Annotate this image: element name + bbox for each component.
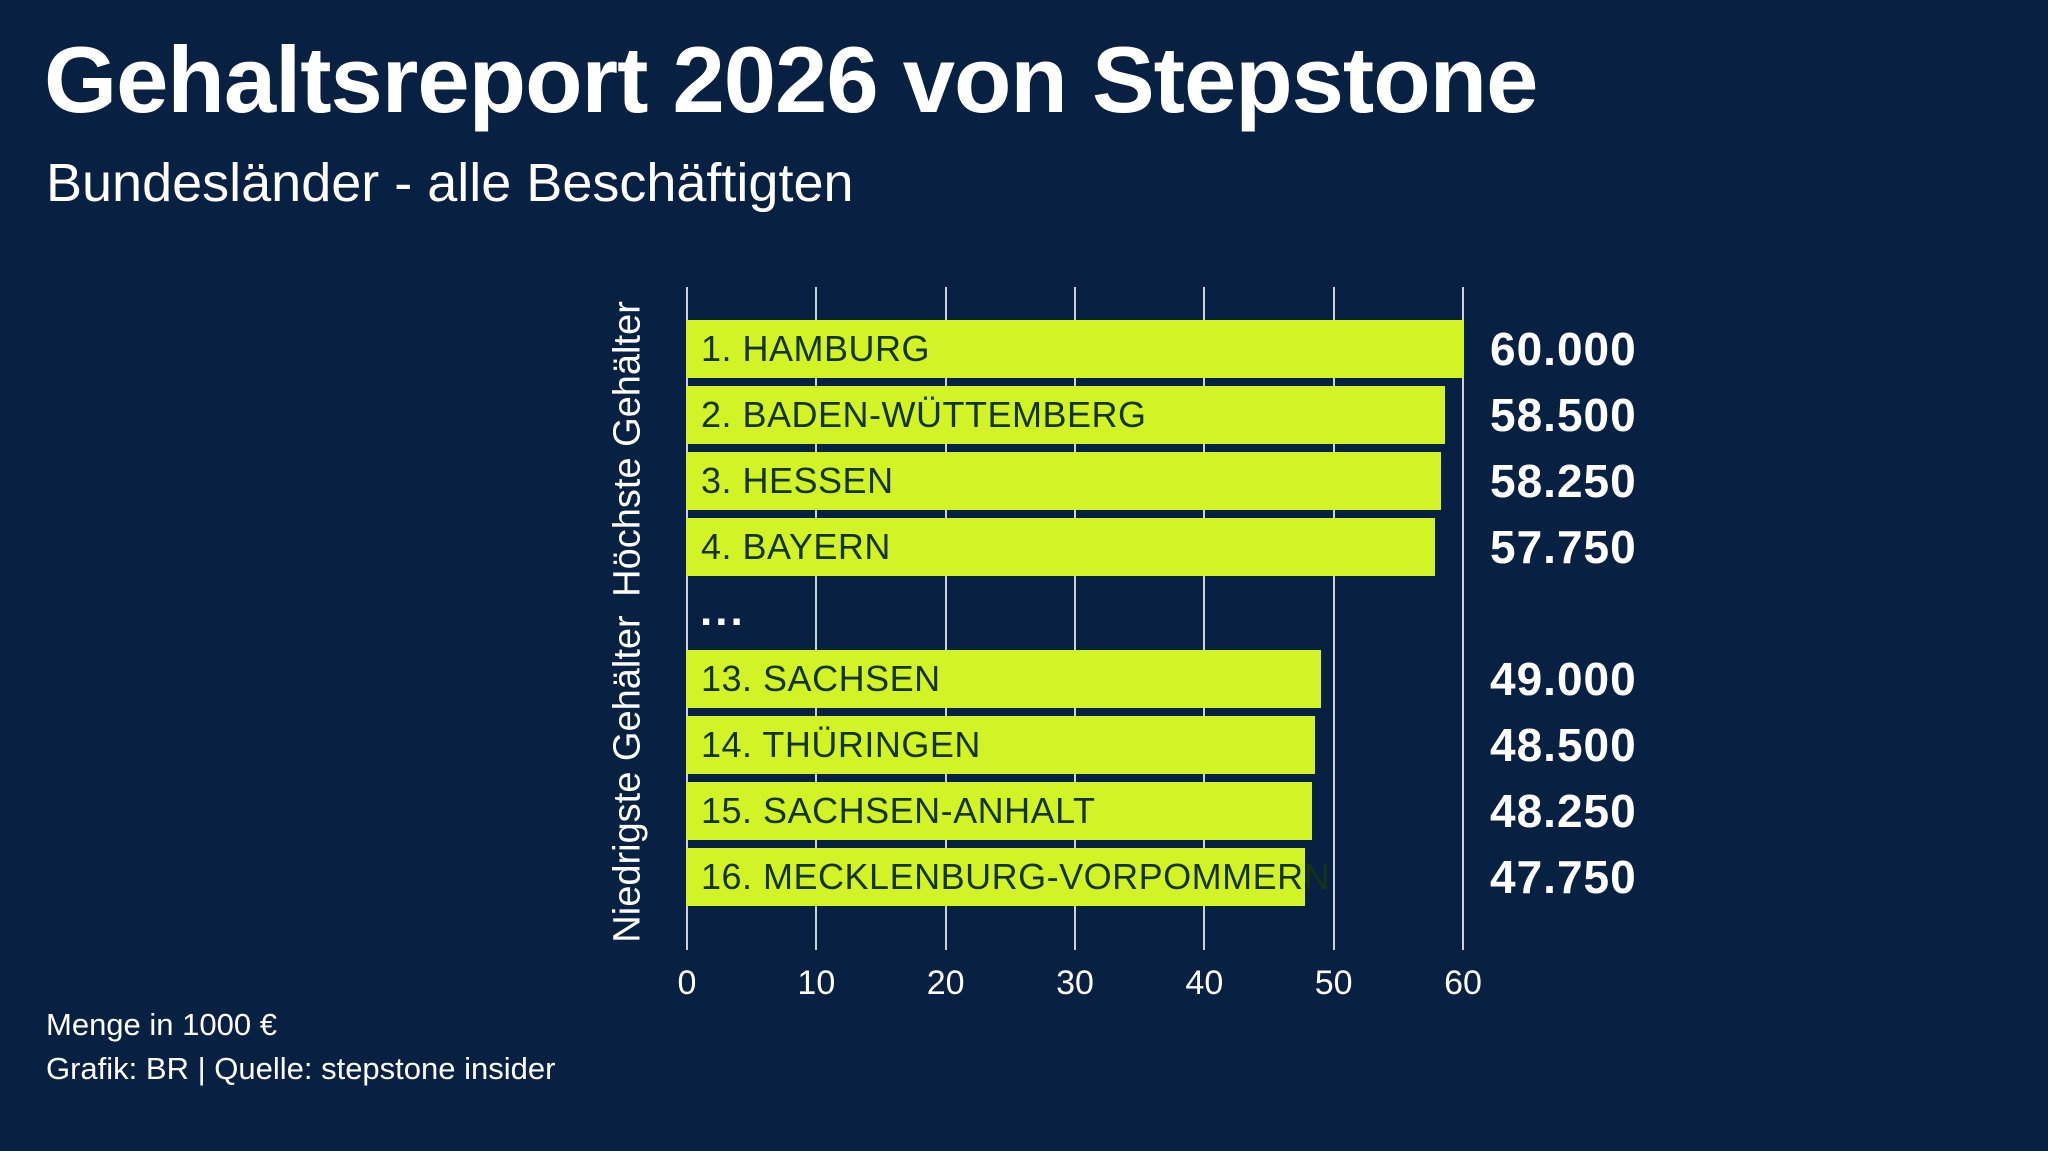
footer-unit-note: Menge in 1000 € [46, 1007, 277, 1042]
bar: 13. SACHSEN [686, 650, 1322, 708]
bar-label: 1. HAMBURG [701, 328, 931, 369]
group-label-hoechste-gehaelter: Höchste Gehälter [606, 301, 649, 597]
value-label: 58.500 [1490, 389, 1637, 441]
value-label: 60.000 [1490, 323, 1637, 375]
bar-label: 16. MECKLENBURG-VORPOMMERN [701, 856, 1331, 897]
bar-label: 3. HESSEN [701, 460, 894, 501]
gridline-x-60 [1462, 287, 1464, 950]
footer-source: Grafik: BR | Quelle: stepstone insider [46, 1051, 556, 1086]
group-label-niedrigste-gehaelter: Niedrigste Gehälter [606, 615, 649, 943]
value-label: 58.250 [1490, 455, 1637, 507]
gridline-x-30 [1074, 287, 1076, 950]
gridline-x-0 [686, 287, 688, 950]
gridline-x-40 [1203, 287, 1206, 950]
x-tick-label-20: 20 [926, 964, 965, 1002]
ellipsis-separator: ... [700, 586, 746, 635]
bar: 16. MECKLENBURG-VORPOMMERN [686, 848, 1330, 906]
bar-label: 2. BADEN-WÜTTEMBERG [701, 394, 1147, 435]
bar-row: 15. SACHSEN-ANHALT 48.250 [686, 782, 1636, 840]
bar: 15. SACHSEN-ANHALT [686, 782, 1312, 840]
page-subtitle: Bundesländer - alle Beschäftigten [46, 153, 854, 213]
bar-rows: 1. HAMBURG 60.000 2. BADEN-WÜTTEMBERG 58.50… [686, 320, 1636, 914]
x-tick-label-50: 50 [1314, 964, 1353, 1002]
bar: 1. HAMBURG [686, 320, 1464, 378]
bar-row: 3. HESSEN 58.250 [686, 452, 1636, 510]
bar-label: 13. SACHSEN [701, 658, 941, 699]
bar: 3. HESSEN [686, 452, 1442, 510]
page-title: Gehaltsreport 2026 von Stepstone [44, 27, 1538, 132]
footer: Menge in 1000 € Grafik: BR | Quelle: ste… [46, 1003, 555, 1091]
bar: 14. THÜRINGEN [686, 716, 1315, 774]
bar-row: 4. BAYERN 57.750 [686, 518, 1636, 576]
bar-label: 14. THÜRINGEN [701, 724, 981, 765]
bar-row: 14. THÜRINGEN 48.500 [686, 716, 1636, 774]
value-label: 47.750 [1490, 851, 1637, 903]
bar-row: 2. BADEN-WÜTTEMBERG 58.500 [686, 386, 1636, 444]
separator-row: ... [686, 584, 1464, 642]
value-label: 57.750 [1490, 521, 1637, 573]
gridline-x-50 [1332, 287, 1335, 950]
bar: 2. BADEN-WÜTTEMBERG [686, 386, 1445, 444]
value-label: 48.250 [1490, 785, 1637, 837]
gridline-x-20 [944, 287, 947, 950]
x-tick-label-30: 30 [1056, 964, 1094, 1002]
x-tick-label-40: 40 [1185, 964, 1224, 1002]
bar-row: 13. SACHSEN 49.000 [686, 650, 1636, 708]
x-tick-label-0: 0 [677, 964, 697, 1002]
x-tick-label-10: 10 [797, 964, 836, 1002]
value-label: 48.500 [1490, 719, 1637, 771]
bar: 4. BAYERN [686, 518, 1435, 576]
x-tick-label-60: 60 [1444, 964, 1482, 1002]
bar-row: 16. MECKLENBURG-VORPOMMERN 47.750 [686, 848, 1636, 906]
plot-area: 0 10 20 30 40 50 60 [678, 287, 1482, 1002]
bar-label: 4. BAYERN [701, 526, 891, 567]
value-label: 49.000 [1490, 653, 1637, 705]
bar-row: 1. HAMBURG 60.000 [686, 320, 1636, 378]
bar-label: 15. SACHSEN-ANHALT [701, 790, 1096, 831]
gridline-x-10 [815, 287, 818, 950]
